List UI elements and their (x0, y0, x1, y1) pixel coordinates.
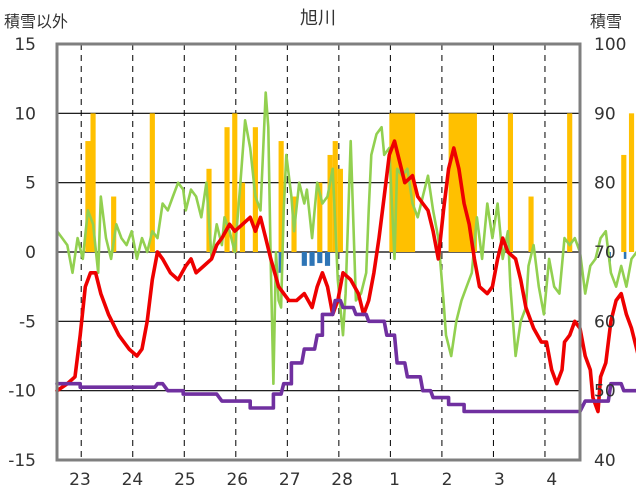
blue-bar-series (278, 252, 627, 273)
bar (224, 127, 230, 252)
plot-frame (55, 42, 582, 462)
bar (628, 113, 635, 252)
left-tick-labels: 15 10 5 0 -5 -10 -15 (8, 35, 36, 471)
x-tick-label: 4 (546, 470, 557, 490)
left-tick-label: -5 (19, 312, 36, 332)
left-tick-label: -10 (8, 382, 36, 402)
bar (232, 113, 238, 252)
bar (85, 141, 91, 252)
x-tick-label: 24 (122, 470, 144, 490)
x-tick-label: 1 (389, 470, 400, 490)
right-tick-label: 100 (594, 35, 626, 55)
x-tick-label: 23 (69, 470, 91, 490)
left-tick-label: 15 (14, 35, 36, 55)
bar (528, 196, 534, 252)
bar (324, 252, 331, 266)
right-axis-label: 積雪 (590, 12, 622, 31)
x-tick-label: 26 (226, 470, 248, 490)
bar (337, 168, 343, 252)
bar (278, 141, 284, 252)
right-tick-label: 50 (594, 382, 616, 402)
chart-title: 旭川 (300, 8, 336, 29)
line-series (55, 91, 636, 414)
bar (567, 113, 573, 252)
bar (507, 113, 514, 252)
bar (317, 182, 323, 252)
bar (149, 113, 155, 252)
bar (301, 252, 307, 266)
x-tick-label: 27 (279, 470, 301, 490)
right-tick-label: 60 (594, 312, 616, 332)
right-tick-label: 40 (594, 451, 616, 471)
right-tick-labels: 100 90 80 70 60 50 40 (594, 35, 626, 471)
left-tick-label: 0 (25, 243, 36, 263)
red-series-line (55, 139, 636, 414)
x-tick-label: 3 (494, 470, 505, 490)
gridlines (57, 44, 580, 460)
right-tick-label: 80 (594, 174, 616, 194)
left-tick-label: 10 (14, 104, 36, 124)
x-tick-label: 28 (331, 470, 353, 490)
bar (111, 196, 117, 252)
x-tick-label: 25 (174, 470, 196, 490)
bar (309, 252, 315, 266)
bar (278, 252, 283, 273)
bar (317, 252, 323, 264)
x-tick-label: 2 (442, 470, 453, 490)
x-tick-labels: 23 24 25 26 27 28 1 2 3 4 (69, 470, 557, 490)
right-tick-label: 70 (594, 243, 616, 263)
right-tick-label: 90 (594, 104, 616, 124)
left-tick-label: 5 (25, 174, 36, 194)
green-series-line (55, 91, 636, 386)
bar (327, 154, 333, 252)
left-tick-label: -15 (8, 451, 36, 471)
bar (621, 154, 627, 252)
left-axis-label: 積雪以外 (4, 12, 68, 31)
purple-series-line (55, 298, 636, 414)
bar (90, 113, 96, 252)
bar (239, 182, 246, 252)
bar (623, 252, 627, 259)
